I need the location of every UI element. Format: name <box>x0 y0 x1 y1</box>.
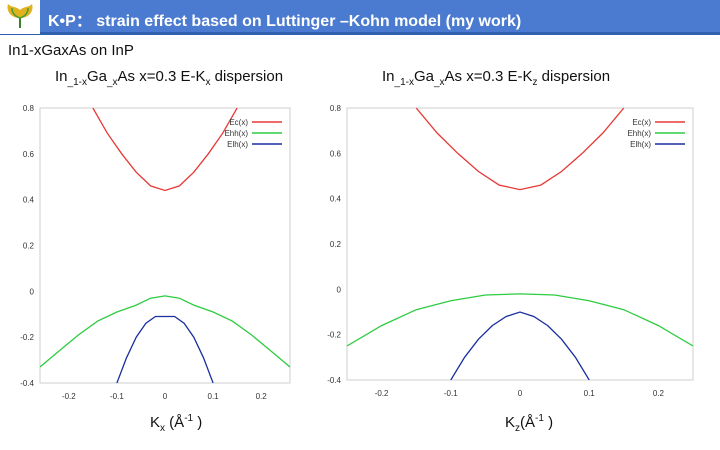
chart-2-x-label-sub: z <box>515 423 521 434</box>
y-tick-label: 0.8 <box>330 104 342 113</box>
chart-2-heading: In_1-xGa_xAs x=0.3 E-Kz dispersion <box>382 68 610 88</box>
chart-2-heading-post2: dispersion <box>537 68 611 85</box>
chart-2-x-axis-label: Kz(Å-1 ) <box>505 413 553 434</box>
chart-1-heading-sub3: x <box>205 77 211 88</box>
chart-1-x-label-post: ) <box>193 414 203 431</box>
header-bar <box>0 0 720 34</box>
chart-1-x-label-mid: (Å <box>165 414 185 431</box>
chart-2-heading-sub2: _x <box>433 77 445 88</box>
legend-label: Ec(x) <box>632 118 651 127</box>
y-tick-label: -0.4 <box>327 376 341 385</box>
chart-1-heading-post2: dispersion <box>210 68 284 85</box>
ginkgo-logo-icon <box>7 4 33 28</box>
series-line-Ehh(x) <box>347 293 693 347</box>
y-tick-label: 0 <box>337 285 342 294</box>
legend-label: Elh(x) <box>630 140 651 149</box>
chart-2-x-label-sup: -1 <box>535 413 544 424</box>
series-line-Elh(x) <box>450 311 590 380</box>
chart-2-heading-pre: In <box>382 68 395 85</box>
x-tick-label: 0.2 <box>653 389 665 398</box>
x-tick-label: -0.2 <box>375 389 389 398</box>
x-tick-label: 0 <box>163 392 168 401</box>
chart-1-x-label-sub: x <box>160 423 166 434</box>
chart-1-x-label-pre: K <box>150 414 161 431</box>
x-tick-label: 0.1 <box>584 389 596 398</box>
legend-label: Ehh(x) <box>224 129 248 138</box>
legend-label: Ec(x) <box>229 118 248 127</box>
legend-label: Elh(x) <box>227 140 248 149</box>
y-tick-label: 0.6 <box>23 150 35 159</box>
y-tick-label: 0.2 <box>330 240 342 249</box>
series-line-Ehh(x) <box>40 295 290 368</box>
y-tick-label: 0.4 <box>23 196 35 205</box>
chart-1-heading: In_1-xGa_xAs x=0.3 E-Kx dispersion <box>55 68 283 88</box>
y-tick-label: -0.2 <box>327 331 341 340</box>
chart-1-heading-sub1: _1-x <box>67 77 87 88</box>
series-line-Elh(x) <box>116 315 214 383</box>
y-tick-label: 0.8 <box>23 104 35 113</box>
chart-2-x-label-pre: K <box>505 414 516 431</box>
chart-1-heading-mid: Ga <box>86 68 107 85</box>
chart-2-heading-sub3: z <box>532 77 538 88</box>
chart-2-heading-mid: Ga <box>413 68 434 85</box>
legend-label: Ehh(x) <box>627 129 651 138</box>
series-line-Ec(x) <box>415 108 625 191</box>
x-tick-label: 0.2 <box>256 392 268 401</box>
subtitle: In1-xGaxAs on InP <box>8 42 134 59</box>
y-tick-label: 0.4 <box>330 195 342 204</box>
chart-2-x-label-post: ) <box>543 414 554 431</box>
x-tick-label: 0 <box>518 389 523 398</box>
x-tick-label: -0.2 <box>62 392 76 401</box>
y-tick-label: -0.4 <box>20 379 34 388</box>
chart-2-x-label-mid: (Å <box>520 414 536 431</box>
chart-1-heading-pre: In <box>55 68 68 85</box>
x-tick-label: 0.1 <box>208 392 220 401</box>
y-tick-label: -0.2 <box>20 333 34 342</box>
series-group <box>347 108 693 380</box>
series-line-Ec(x) <box>92 108 238 192</box>
chart-1-heading-post: As x=0.3 E-K <box>117 68 206 85</box>
chart-2-heading-sub1: _1-x <box>394 77 414 88</box>
x-tick-label: -0.1 <box>444 389 458 398</box>
chart-2-heading-post: As x=0.3 E-K <box>444 68 533 85</box>
header-stripe <box>0 32 720 35</box>
logo <box>0 0 40 34</box>
y-tick-label: 0.2 <box>23 242 35 251</box>
chart-1-x-axis-label: Kx (Å-1 ) <box>150 413 202 434</box>
y-tick-label: 0.6 <box>330 149 342 158</box>
page-title: K•P： strain effect based on Luttinger –K… <box>48 13 522 30</box>
plot-frame <box>346 107 694 381</box>
x-tick-label: -0.1 <box>110 392 124 401</box>
chart-1-heading-sub2: _x <box>106 77 118 88</box>
y-tick-label: 0 <box>30 287 35 296</box>
chart-1-x-label-sup: -1 <box>184 413 194 424</box>
series-group <box>40 108 290 383</box>
plot-frame <box>39 107 291 384</box>
